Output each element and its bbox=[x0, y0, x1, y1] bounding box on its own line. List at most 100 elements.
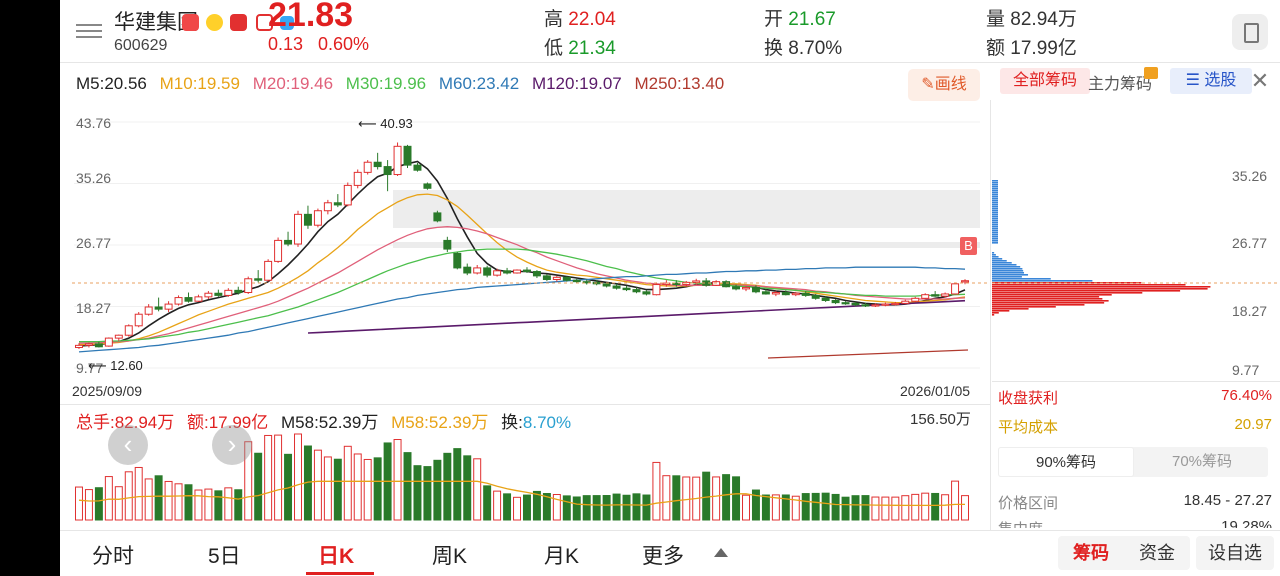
candle bbox=[851, 302, 860, 306]
candle bbox=[901, 300, 910, 304]
add-watchlist-button[interactable]: 设自选 bbox=[1196, 536, 1274, 570]
tab-intraday[interactable]: 分时 bbox=[92, 545, 134, 568]
high-marker: ⟵ 40.93 bbox=[358, 116, 413, 131]
candle bbox=[323, 202, 332, 212]
m20-line bbox=[79, 226, 966, 344]
volume-bar bbox=[572, 496, 581, 521]
volume-bar bbox=[204, 488, 213, 521]
volume-bar bbox=[612, 493, 621, 521]
funds-button[interactable]: 资金 bbox=[1139, 543, 1175, 563]
chip-bar bbox=[992, 306, 1056, 308]
float-window-button[interactable] bbox=[1232, 14, 1268, 50]
scroll-right-button[interactable]: › bbox=[212, 425, 252, 465]
volume-bar bbox=[552, 494, 561, 521]
chip-bar bbox=[992, 224, 998, 226]
candle bbox=[483, 267, 492, 276]
chip-bar bbox=[992, 186, 998, 188]
chip-bar bbox=[992, 212, 998, 214]
ma250-label: M250:13.40 bbox=[634, 74, 725, 93]
chip-bar bbox=[992, 188, 998, 190]
chip-bar bbox=[992, 310, 1010, 312]
header-divider bbox=[60, 62, 1280, 63]
candle bbox=[264, 260, 273, 281]
tab-70-chips[interactable]: 70%筹码 bbox=[1171, 453, 1233, 470]
tab-more[interactable]: 更多 bbox=[642, 545, 684, 568]
volume-bar bbox=[134, 466, 143, 521]
candle bbox=[134, 313, 143, 327]
volume-chart bbox=[74, 433, 970, 521]
chip-bar bbox=[992, 220, 998, 222]
volume-bar bbox=[801, 493, 810, 521]
tab-weekly-k[interactable]: 周K bbox=[432, 545, 468, 568]
candle bbox=[622, 287, 631, 291]
news-icon[interactable] bbox=[230, 14, 247, 31]
candle bbox=[841, 302, 850, 305]
volume-bar bbox=[363, 458, 372, 521]
chip-bar bbox=[992, 304, 1085, 306]
ma-lines bbox=[78, 160, 966, 353]
candle bbox=[532, 271, 541, 277]
candle bbox=[274, 239, 283, 262]
tab-5day[interactable]: 5日 bbox=[208, 545, 241, 568]
volume-bar bbox=[562, 495, 571, 521]
ma120-label: M120:19.07 bbox=[531, 74, 622, 93]
volume-bar bbox=[642, 494, 651, 521]
kline-chart[interactable] bbox=[60, 100, 990, 400]
close-icon[interactable]: ✕ bbox=[1250, 68, 1270, 93]
y-tick-5: 9.77 bbox=[76, 360, 104, 376]
candle bbox=[333, 202, 342, 206]
chip-bar bbox=[992, 180, 998, 182]
menu-icon[interactable] bbox=[76, 20, 102, 42]
chips-button[interactable]: 筹码 bbox=[1073, 543, 1109, 563]
chip-bar bbox=[992, 222, 998, 224]
tab-daily-k[interactable]: 日K bbox=[318, 545, 355, 568]
volume-bar bbox=[234, 489, 243, 521]
candle bbox=[951, 283, 960, 295]
chat-icon[interactable] bbox=[280, 16, 294, 30]
tab-monthly-k[interactable]: 月K bbox=[544, 545, 580, 568]
candle bbox=[781, 292, 790, 296]
draw-line-button[interactable]: ✎画线 bbox=[908, 69, 980, 101]
scroll-left-button[interactable]: ‹ bbox=[108, 425, 148, 465]
pick-stock-button[interactable]: ☰ 选股 bbox=[1170, 68, 1252, 94]
tab-all-chips[interactable]: 全部筹码 bbox=[1000, 68, 1090, 94]
chip-bar bbox=[992, 226, 998, 228]
candle bbox=[154, 306, 163, 310]
candle bbox=[373, 161, 382, 168]
volume-bar bbox=[214, 490, 223, 521]
volume-bar bbox=[74, 486, 83, 521]
tab-90-chips[interactable]: 90%筹码 bbox=[998, 447, 1134, 477]
weibo-share-icon[interactable] bbox=[182, 14, 199, 31]
chip-bar bbox=[992, 284, 1186, 286]
chip-bar bbox=[992, 312, 999, 314]
candle bbox=[284, 239, 293, 245]
expand-up-icon[interactable] bbox=[714, 548, 728, 557]
candle bbox=[144, 306, 153, 315]
chip-bar bbox=[992, 208, 998, 210]
buy-badge[interactable]: B bbox=[960, 237, 977, 255]
candle bbox=[254, 278, 263, 281]
candle bbox=[732, 286, 741, 290]
forum-icon[interactable] bbox=[256, 14, 273, 31]
weibo-icon[interactable] bbox=[206, 14, 223, 31]
candle bbox=[742, 286, 750, 290]
candle bbox=[513, 269, 522, 274]
candle bbox=[811, 294, 820, 299]
volume-bar bbox=[423, 466, 432, 521]
list-icon: ☰ bbox=[1185, 72, 1205, 89]
price-change: 0.13 bbox=[268, 34, 304, 54]
stats-divider bbox=[992, 381, 1280, 382]
volume-bar bbox=[84, 489, 93, 521]
chip-bar bbox=[992, 200, 998, 202]
chip-bar bbox=[992, 294, 1112, 296]
m30-line bbox=[79, 248, 966, 343]
volume-bar bbox=[463, 455, 472, 521]
volume-bar bbox=[652, 461, 661, 521]
volume-bar bbox=[831, 493, 840, 521]
volume-bar bbox=[473, 458, 482, 521]
volume-bar bbox=[264, 434, 273, 521]
tab-main-chips[interactable]: 主力筹码 bbox=[1088, 76, 1153, 93]
candle bbox=[522, 269, 531, 273]
chip-bar bbox=[992, 192, 998, 194]
volume-bar bbox=[592, 495, 601, 521]
